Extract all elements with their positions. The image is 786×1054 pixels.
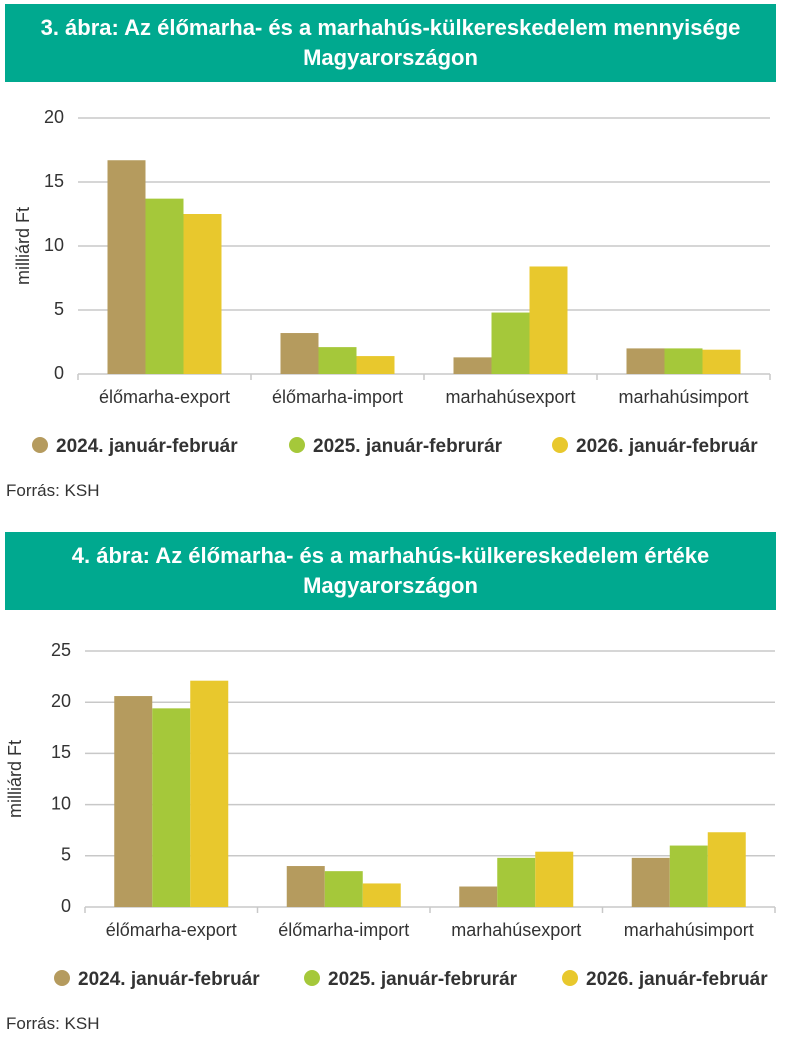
y-tick-label: 5 (61, 845, 71, 865)
y-tick-label: 15 (51, 742, 71, 762)
legend-label: 2024. január-február (56, 436, 238, 457)
chart-title: 4. ábra: Az élőmarha- és a marhahús-külk… (5, 532, 776, 610)
y-tick-label: 10 (44, 235, 64, 255)
bar (497, 857, 536, 907)
bar (145, 198, 184, 374)
bar (664, 348, 703, 374)
bar (107, 160, 146, 374)
chart-section: 4. ábra: Az élőmarha- és a marhahús-külk… (0, 528, 786, 1054)
bar (529, 266, 568, 374)
chart-section: 3. ábra: Az élőmarha- és a marhahús-külk… (0, 0, 786, 526)
bar (702, 349, 741, 374)
source-note: Forrás: KSH (6, 481, 100, 500)
bar (183, 214, 222, 374)
bar (491, 312, 530, 374)
bar (356, 356, 395, 374)
y-axis-label: milliárd Ft (5, 740, 25, 818)
chart: 0 5 10 15 20 milliárd Ft élőmarha-export élőmar… (13, 107, 771, 457)
bar (114, 696, 153, 907)
legend-label: 2024. január-február (78, 969, 260, 990)
legend-marker (562, 970, 578, 986)
bar (707, 832, 746, 907)
legend-marker (32, 437, 48, 453)
bar (631, 857, 670, 907)
bar (318, 347, 357, 374)
legend-marker (289, 437, 305, 453)
bar (535, 851, 574, 907)
bar (152, 708, 191, 907)
y-tick-label: 0 (54, 363, 64, 383)
bar (669, 845, 708, 907)
bar (190, 680, 229, 907)
bar (362, 883, 401, 907)
y-tick-label: 25 (51, 640, 71, 660)
legend-marker (304, 970, 320, 986)
y-tick-label: 15 (44, 171, 64, 191)
bar (453, 357, 492, 374)
x-tick-label: marhahúsexport (445, 387, 575, 407)
y-tick-label: 5 (54, 299, 64, 319)
bar (626, 348, 665, 374)
chart-title: 3. ábra: Az élőmarha- és a marhahús-külk… (5, 4, 776, 82)
x-tick-label: élőmarha-export (99, 387, 230, 407)
bar (324, 871, 363, 907)
x-tick-label: marhahúsimport (618, 387, 748, 407)
legend-marker (552, 437, 568, 453)
y-axis-label: milliárd Ft (13, 207, 33, 285)
y-tick-label: 0 (61, 896, 71, 916)
y-tick-label: 10 (51, 793, 71, 813)
legend-label: 2026. január-február (586, 969, 768, 990)
bar (286, 866, 325, 907)
source-note: Forrás: KSH (6, 1014, 100, 1033)
x-tick-label: élőmarha-import (272, 387, 403, 407)
chart: 0 5 10 15 20 25 milliárd Ft élőmarha-export élőm… (5, 640, 776, 990)
x-tick-label: marhahúsexport (451, 920, 581, 940)
legend-label: 2026. január-február (576, 436, 758, 457)
y-tick-label: 20 (51, 691, 71, 711)
legend-marker (54, 970, 70, 986)
bar (280, 333, 319, 374)
x-tick-label: marhahúsimport (624, 920, 754, 940)
x-tick-label: élőmarha-import (278, 920, 409, 940)
legend-label: 2025. január-februrár (328, 969, 518, 990)
legend-label: 2025. január-februrár (313, 436, 503, 457)
y-tick-label: 20 (44, 107, 64, 127)
x-tick-label: élőmarha-export (106, 920, 237, 940)
bar (459, 886, 498, 907)
